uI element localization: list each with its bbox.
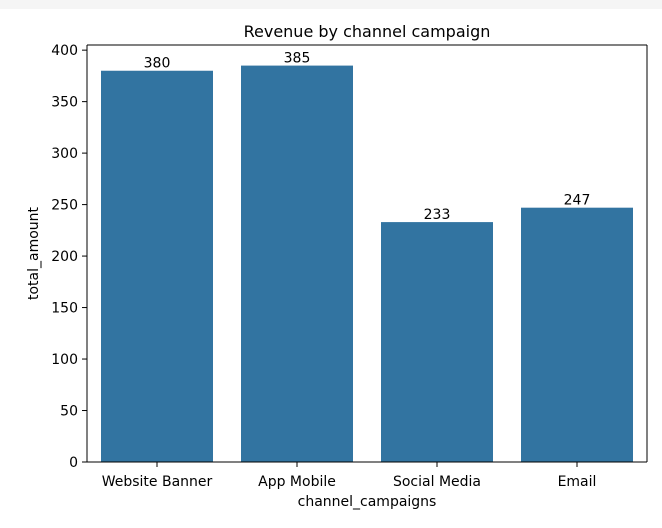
y-tick-label: 300 [51,146,78,162]
plot-area: 380 385 233 247 0 50 100 150 200 250 300 350 400 We… [51,43,648,490]
y-tick-label: 0 [69,455,78,471]
data-label: 380 [144,56,171,72]
chart-title: Revenue by channel campaign [244,22,491,41]
x-tick-label: Social Media [393,474,481,490]
top-edge-strip [0,0,662,9]
y-tick-label: 50 [60,404,78,420]
x-tick-label: App Mobile [258,474,336,490]
bar-app-mobile [241,65,353,462]
y-tick-label: 400 [51,43,78,59]
bar-social-media [381,222,493,462]
x-tick-label: Email [558,474,597,490]
data-label: 247 [564,193,591,209]
y-tick-label: 100 [51,352,78,368]
y-tick-label: 200 [51,249,78,265]
x-axis-label: channel_campaigns [298,494,437,510]
data-labels-group: 380 385 233 247 [144,51,591,224]
bar-website-banner [101,70,213,463]
y-tick-label: 350 [51,95,78,111]
bars-group [101,65,633,463]
y-tick-label: 150 [51,301,78,317]
y-axis-ticks: 0 50 100 150 200 250 300 350 400 [51,43,87,471]
x-tick-label: Website Banner [102,474,213,490]
y-axis-label: total_amount [26,206,42,300]
y-tick-label: 250 [51,198,78,214]
data-label: 385 [284,51,311,67]
x-axis-ticks: Website Banner App Mobile Social Media Emai… [102,462,597,490]
bar-email [521,207,633,462]
data-label: 233 [424,207,451,223]
